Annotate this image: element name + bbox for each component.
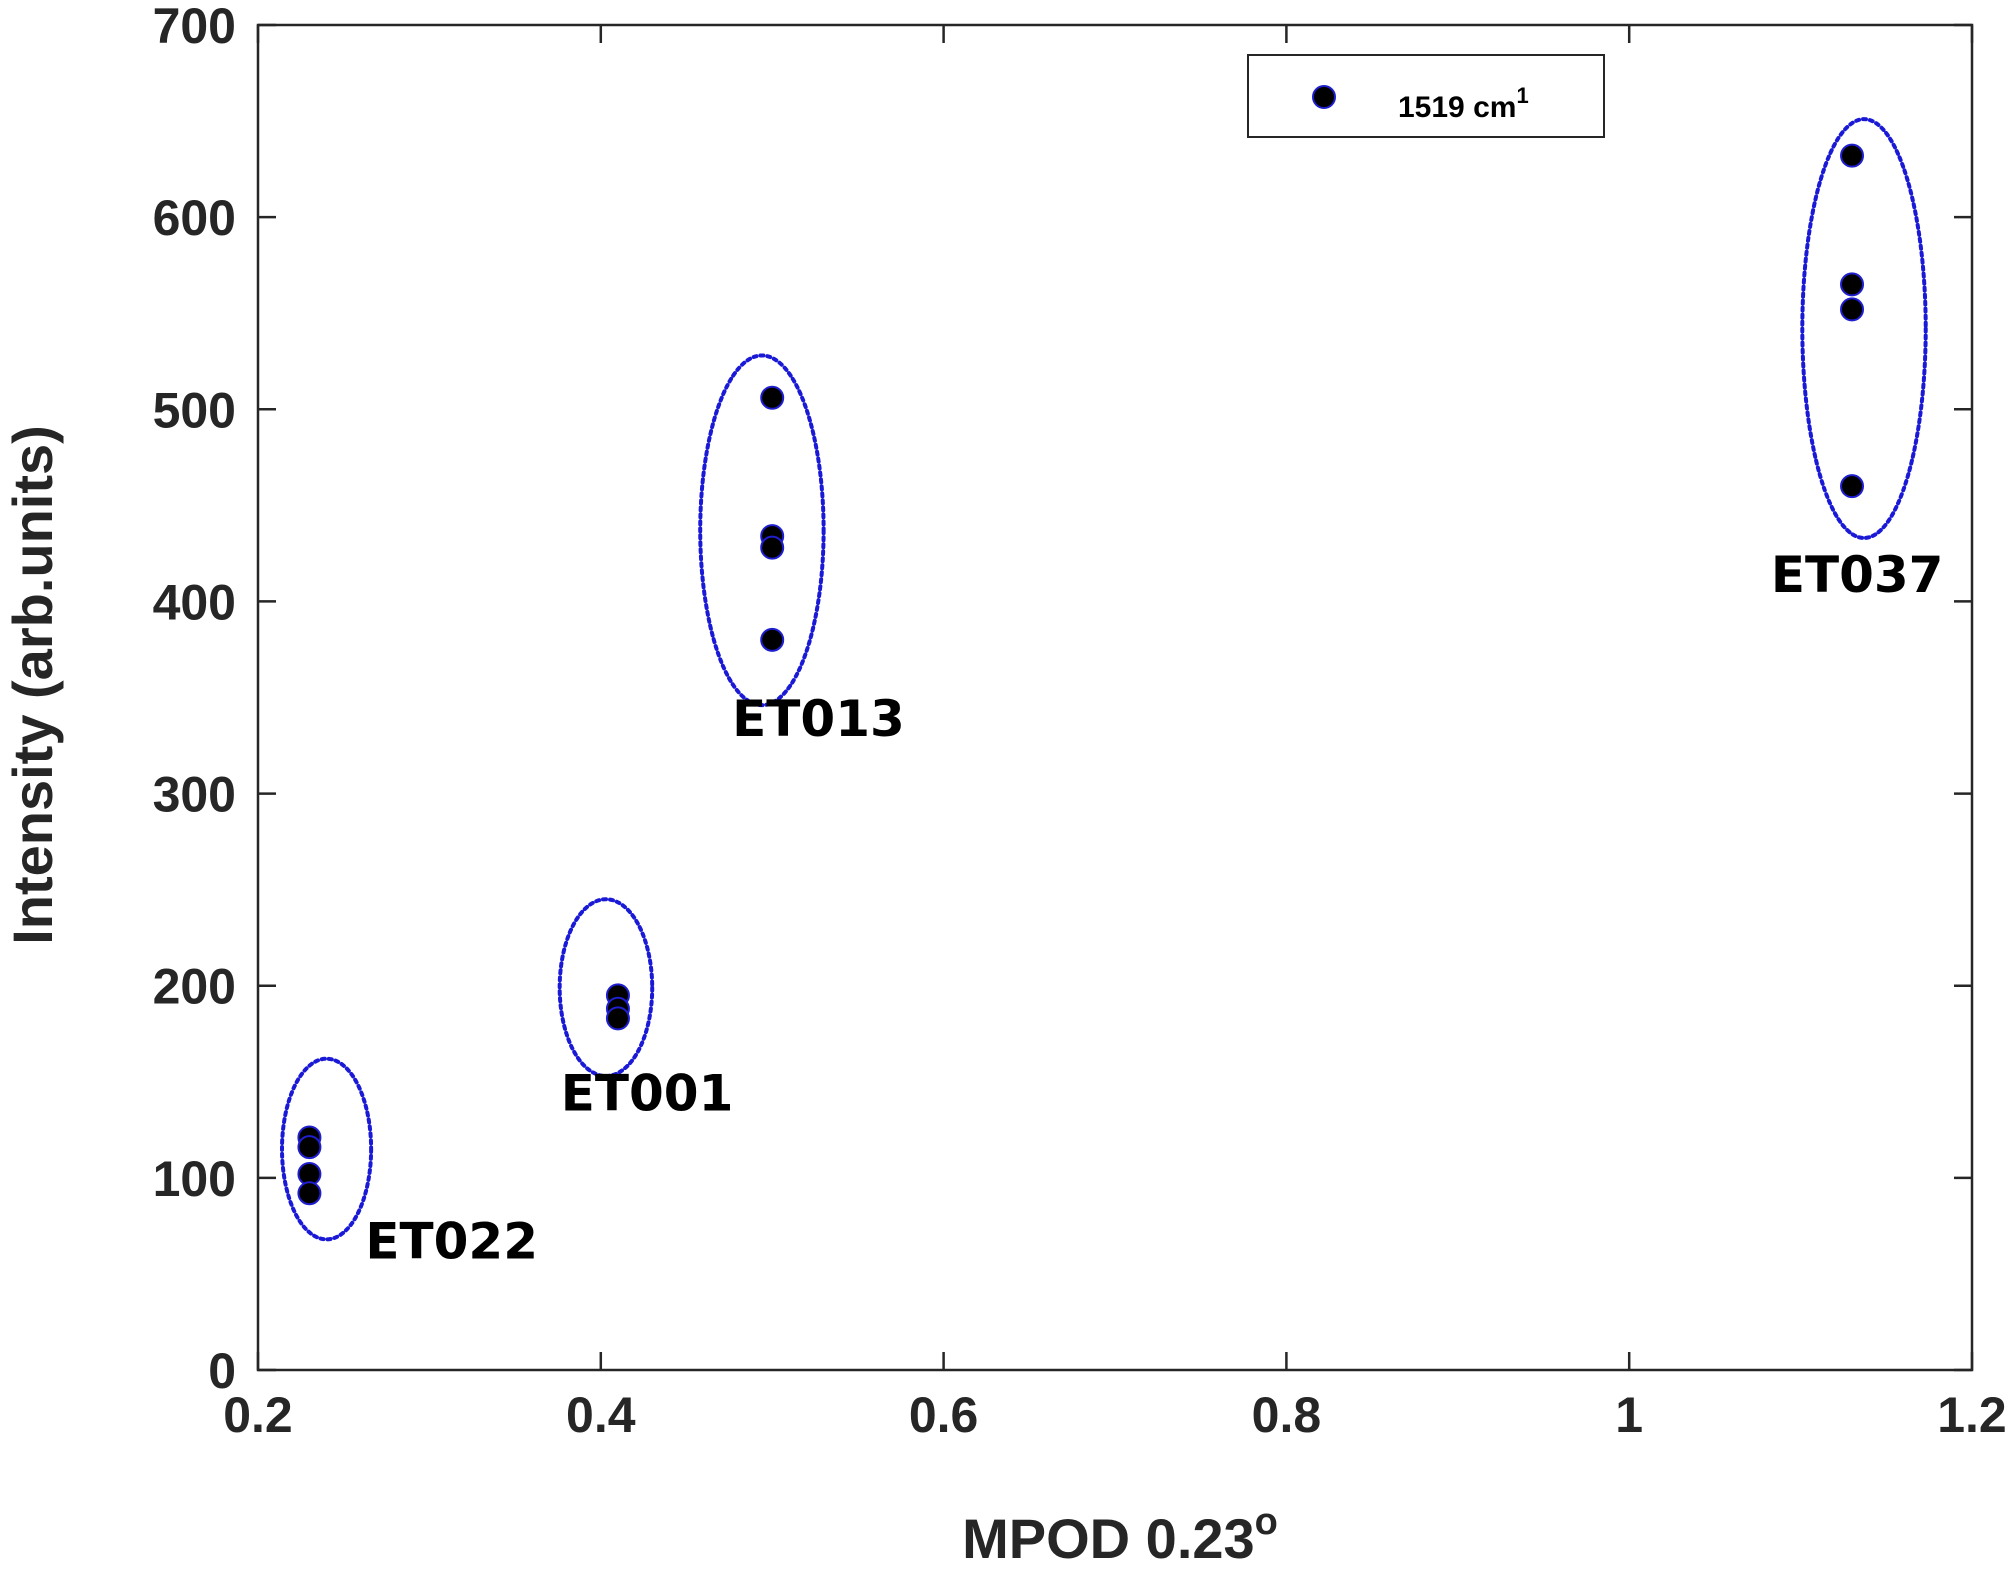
- legend-box: [1247, 54, 1605, 138]
- cluster-ellipse: [698, 353, 826, 708]
- x-tick-label: 0.8: [1252, 1387, 1322, 1443]
- legend-label: 1519 cm1: [1398, 83, 1529, 124]
- cluster-label: ET001: [561, 1065, 734, 1123]
- y-tick-label: 400: [153, 574, 236, 630]
- legend-marker: [1312, 85, 1336, 109]
- cluster-ellipse: [1800, 117, 1928, 541]
- y-tick-label: 300: [153, 767, 236, 823]
- y-tick-label: 200: [153, 959, 236, 1015]
- cluster-ellipse: [557, 897, 655, 1079]
- x-tick-label: 0.2: [223, 1387, 293, 1443]
- y-tick-label: 700: [153, 0, 236, 54]
- x-tick-label: 1: [1615, 1387, 1643, 1443]
- y-tick-label: 600: [153, 190, 236, 246]
- data-point: [297, 1135, 322, 1160]
- legend-label-superscript: 1: [1516, 83, 1528, 108]
- cluster-annotations: ET022 ET001 ET013 ET037: [279, 117, 1944, 1271]
- cluster-label: ET013: [732, 690, 905, 748]
- data-point: [760, 627, 785, 652]
- y-tick-label: 0: [208, 1343, 236, 1399]
- plot-frame: [256, 23, 1974, 1372]
- x-axis-title-main: MPOD 0.23: [962, 1507, 1255, 1570]
- x-tick-label: 0.6: [909, 1387, 979, 1443]
- legend-label-main: 1519 cm: [1398, 91, 1516, 124]
- x-axis-title-superscript: o: [1255, 1501, 1278, 1543]
- cluster-label: ET037: [1771, 546, 1944, 604]
- cluster-ellipse: [279, 1056, 374, 1242]
- data-point: [297, 1181, 322, 1206]
- data-point: [760, 535, 785, 560]
- data-point: [760, 385, 785, 410]
- y-tick-label: 100: [153, 1151, 236, 1207]
- plot-area: [256, 23, 1974, 1372]
- data-point: [1840, 474, 1865, 499]
- x-axis-title: MPOD 0.23o: [962, 1501, 1278, 1570]
- x-tick-label: 1.2: [1937, 1387, 2007, 1443]
- y-tick-label: 500: [153, 382, 236, 438]
- data-point: [1840, 143, 1865, 168]
- data-point: [1840, 297, 1865, 322]
- axes: 0.2 0.4 0.6 0.8 1 1.2 0 100 200 300 400 500 600 700: [153, 0, 2007, 1443]
- legend: 1519 cm1: [1247, 54, 1605, 138]
- y-axis-title: Intensity (arb.units): [1, 425, 64, 945]
- data-points: [297, 143, 1865, 1206]
- data-point: [1840, 272, 1865, 297]
- data-point: [605, 1006, 630, 1031]
- x-tick-label: 0.4: [566, 1387, 636, 1443]
- cluster-label: ET022: [365, 1213, 538, 1271]
